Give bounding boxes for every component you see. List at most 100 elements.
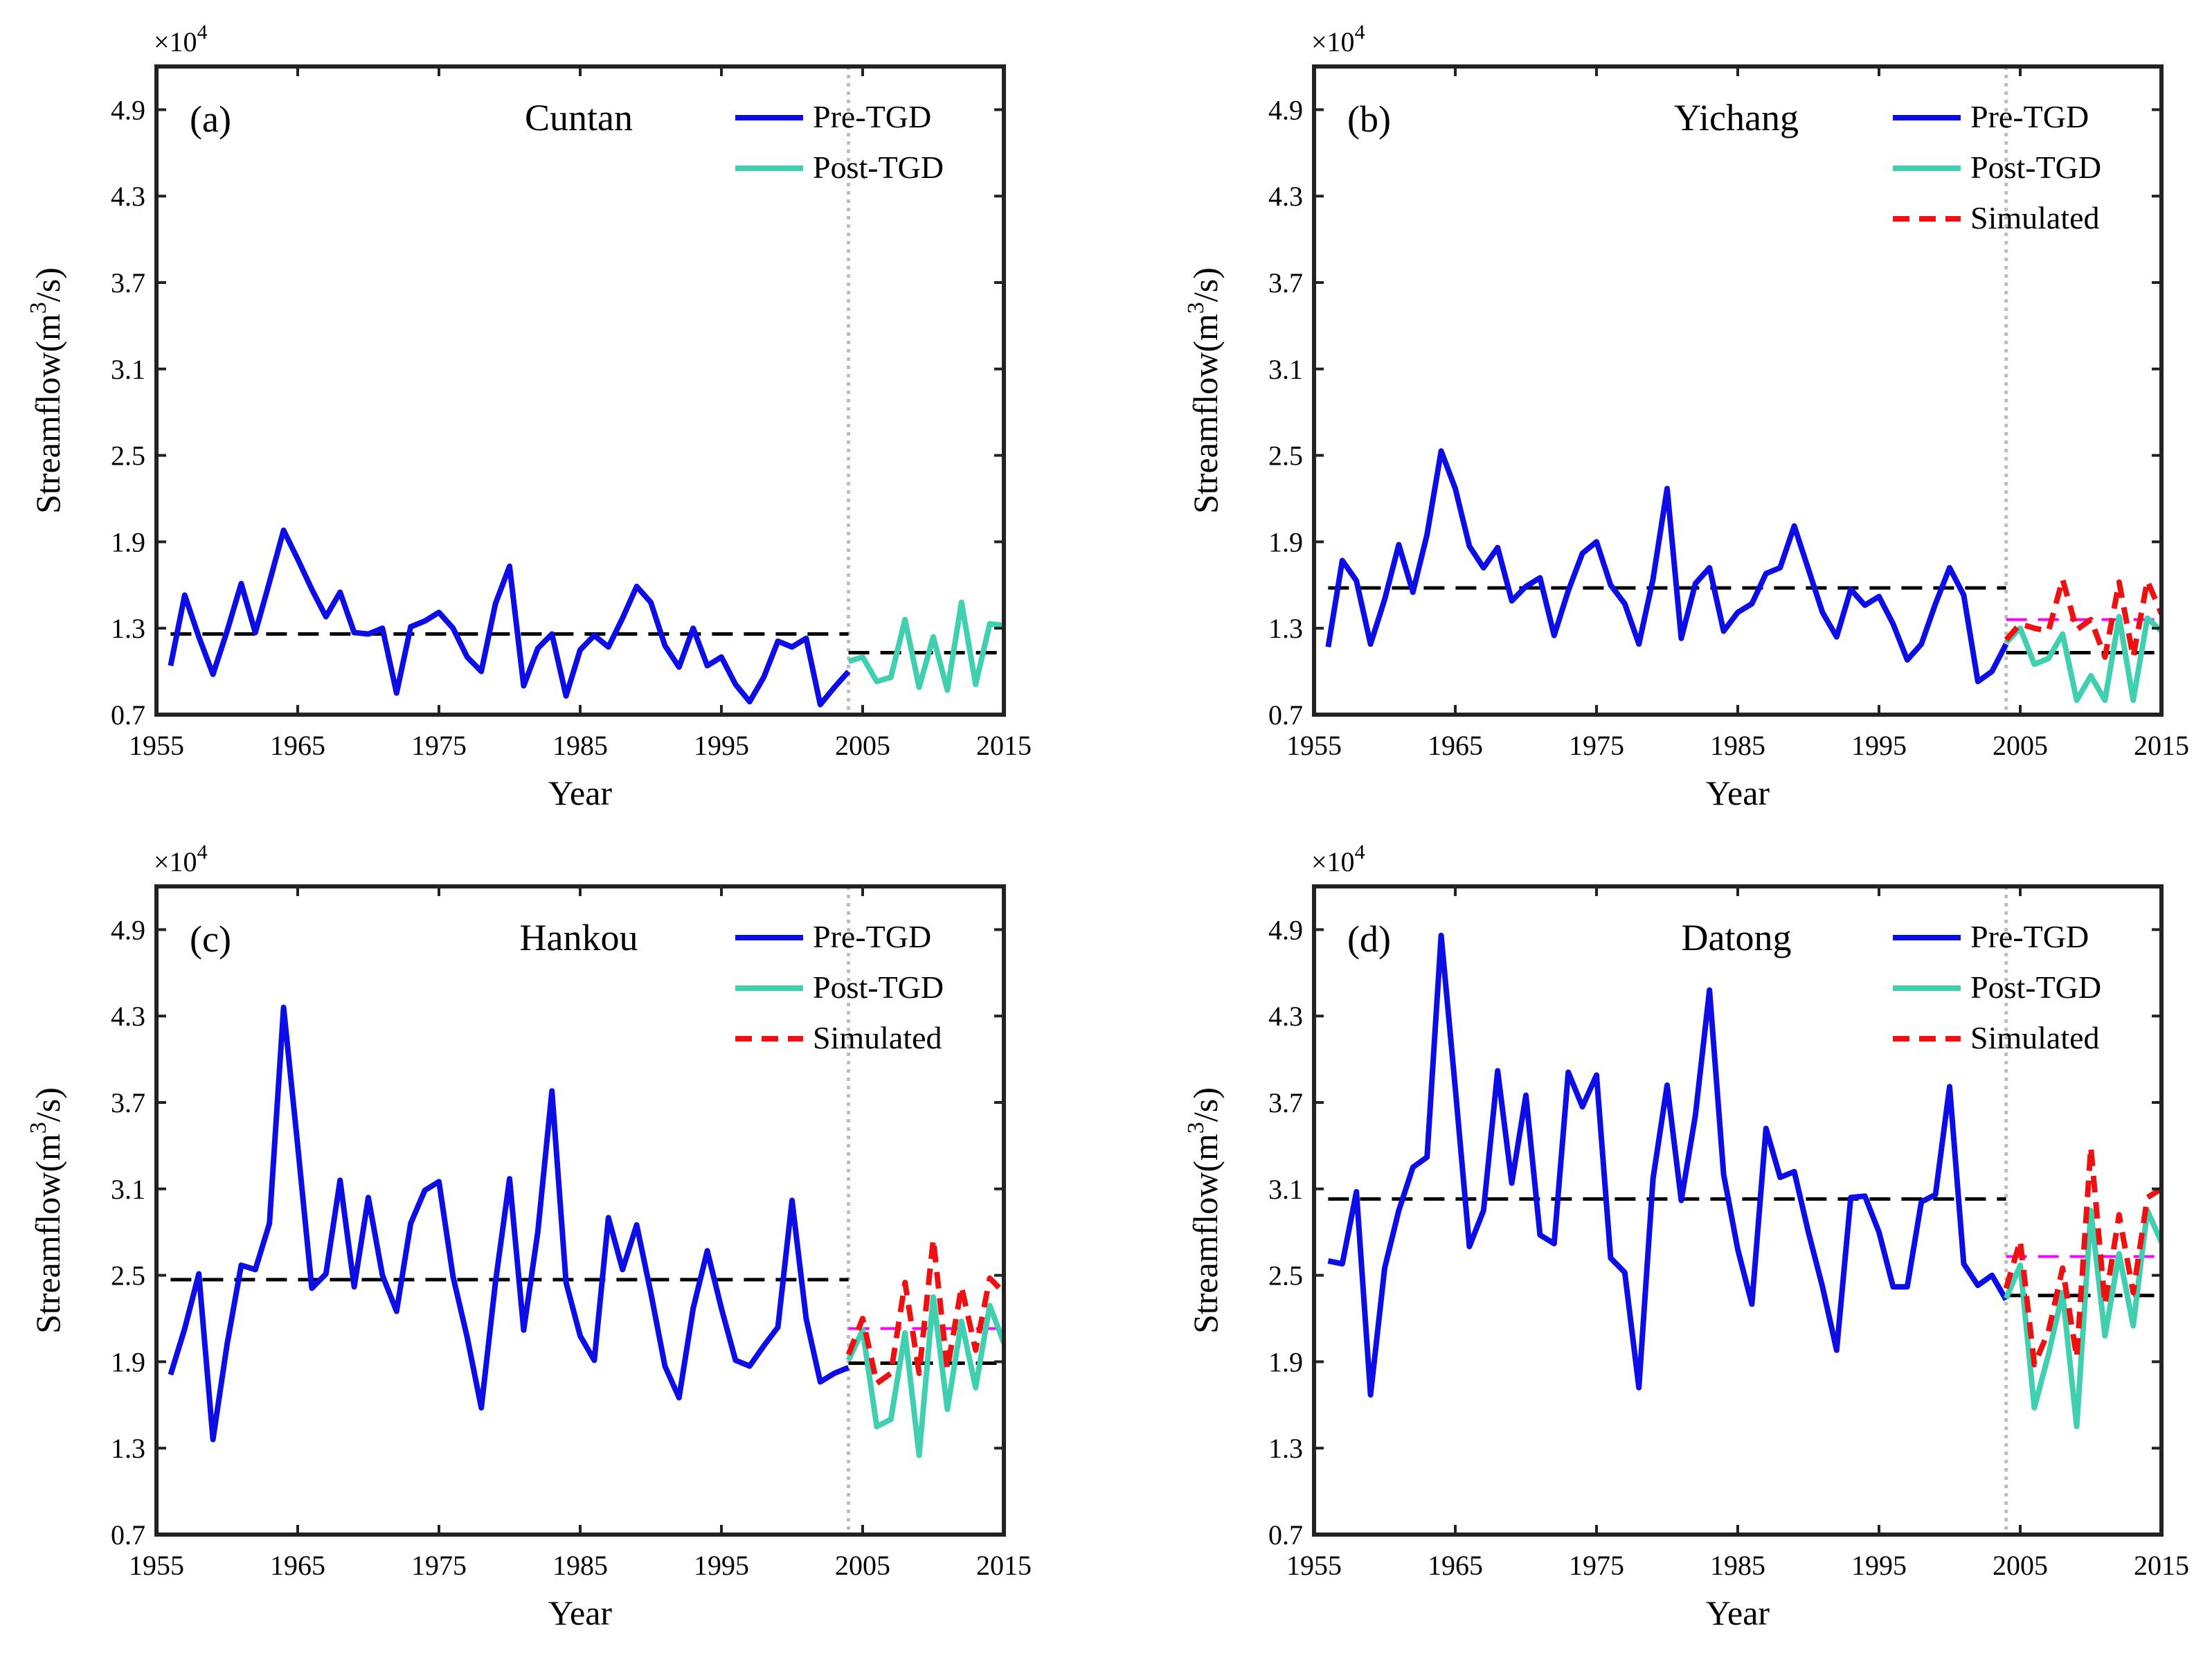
station-label: Cuntan: [525, 97, 633, 138]
panel-label: (c): [190, 918, 231, 960]
y-tick-label: 4.3: [1268, 1001, 1303, 1032]
x-tick-label: 1975: [1569, 1550, 1624, 1581]
y-multiplier: ×104: [1311, 21, 1365, 57]
series-pre-tgd: [168, 1004, 850, 1442]
x-tick-label: 2005: [835, 1550, 890, 1581]
x-tick-label: 2015: [976, 730, 1032, 761]
x-tick-label: 1965: [1428, 1550, 1483, 1581]
panel-label: (a): [190, 98, 231, 140]
x-tick-label: 1995: [694, 730, 749, 761]
x-tick-label: 1955: [1286, 1550, 1342, 1581]
y-tick-label: 0.7: [1268, 1519, 1303, 1551]
series-pre-tgd: [1325, 448, 2009, 685]
x-tick-label: 1965: [270, 730, 325, 761]
x-tick-label: 1965: [270, 1550, 325, 1581]
y-tick-label: 2.5: [1268, 1260, 1303, 1292]
x-tick-label: 1955: [1286, 730, 1342, 761]
legend-label-simulated: Simulated: [1970, 200, 2100, 235]
y-axis-label: Streamflow(m3/s): [1183, 1087, 1225, 1334]
series-simulated: [845, 1236, 1004, 1386]
y-axis-label-base: Streamflow(m: [28, 1134, 67, 1334]
plot-area: [1314, 886, 2161, 1535]
y-multiplier-base: ×10: [1311, 26, 1355, 57]
legend: Pre-TGD Post-TGD Simulated: [1893, 919, 2101, 1055]
y-multiplier-exponent: 4: [1355, 841, 1365, 864]
y-multiplier-exponent: 4: [1355, 21, 1365, 44]
x-tick-label: 1985: [1710, 730, 1765, 761]
y-multiplier-exponent: 4: [197, 21, 208, 44]
series-pre-tgd: [168, 527, 851, 708]
y-tick-label: 3.7: [1268, 1087, 1303, 1118]
legend-label-post-tgd: Post-TGD: [813, 970, 944, 1005]
legend-label-post-tgd: Post-TGD: [1970, 150, 2101, 185]
legend-label-pre-tgd: Pre-TGD: [1970, 919, 2089, 954]
y-tick-label: 3.7: [1268, 267, 1303, 298]
x-tick-label: 1955: [129, 730, 184, 761]
station-label: Hankou: [520, 917, 638, 958]
legend: Pre-TGD Post-TGD: [735, 99, 944, 185]
y-tick-label: 4.3: [111, 181, 145, 212]
x-tick-label: 2015: [976, 1550, 1032, 1581]
x-tick-label: 2005: [1993, 730, 2048, 761]
legend-label-pre-tgd: Pre-TGD: [1970, 99, 2089, 134]
y-tick-label: 3.1: [1268, 354, 1303, 385]
y-tick-label: 1.3: [1268, 613, 1303, 644]
legend-label-post-tgd: Post-TGD: [1970, 970, 2101, 1005]
series-simulated: [2004, 576, 2161, 660]
plot-area: [1314, 66, 2161, 715]
y-axis-label-tail: /s): [28, 267, 67, 302]
y-tick-label: 3.1: [111, 354, 145, 385]
y-axis-label-tail: /s): [1186, 267, 1225, 302]
y-tick-label: 4.9: [111, 94, 145, 125]
series-post-tgd: [847, 599, 1004, 693]
series-post-tgd: [2004, 614, 2161, 704]
y-multiplier-base: ×10: [154, 846, 197, 877]
y-tick-label: 1.9: [111, 1346, 145, 1377]
y-tick-label: 1.3: [111, 1433, 145, 1464]
legend-label-pre-tgd: Pre-TGD: [813, 919, 931, 954]
y-axis-label: Streamflow(m3/s): [26, 1087, 67, 1334]
y-axis-label-base: Streamflow(m: [28, 314, 67, 514]
y-tick-label: 2.5: [111, 440, 145, 472]
x-tick-label: 1995: [1851, 730, 1907, 761]
x-tick-label: 1985: [552, 730, 608, 761]
panel-label: (b): [1347, 98, 1391, 140]
plot-area: [156, 886, 1004, 1535]
x-tick-label: 2005: [1993, 1550, 2048, 1581]
legend-label-simulated: Simulated: [1970, 1020, 2100, 1055]
y-tick-label: 0.7: [1268, 699, 1303, 731]
y-tick-label: 2.5: [1268, 440, 1303, 472]
y-multiplier: ×104: [1311, 841, 1365, 877]
y-tick-label: 4.9: [111, 914, 145, 945]
x-axis-label: Year: [548, 774, 612, 812]
x-tick-label: 1955: [129, 1550, 184, 1581]
x-axis-label: Year: [1706, 1593, 1770, 1632]
legend: Pre-TGD Post-TGD Simulated: [735, 919, 944, 1055]
y-axis-label-tail: /s): [1186, 1087, 1225, 1122]
y-tick-label: 3.1: [111, 1174, 145, 1205]
y-axis-label-sup: 3: [26, 302, 51, 314]
series-post-tgd: [845, 1294, 1004, 1458]
x-tick-label: 1975: [411, 1550, 467, 1581]
plot-content: [1327, 886, 2161, 1535]
y-axis-label: Streamflow(m3/s): [26, 267, 67, 514]
panel-d: 1955 1965 1975 1985 1995 2005 2015 0.7 1.3 1.9 2.5…: [1183, 841, 2189, 1632]
y-axis-label: Streamflow(m3/s): [1183, 267, 1225, 514]
y-axis-label-sup: 3: [26, 1122, 51, 1134]
x-tick-label: 1995: [694, 1550, 749, 1581]
series-post-tgd: [2003, 1208, 2161, 1429]
x-tick-label: 1995: [1851, 1550, 1907, 1581]
plot-content: [168, 886, 1004, 1535]
y-tick-label: 4.3: [111, 1001, 145, 1032]
panel-label: (d): [1347, 918, 1391, 960]
plot-content: [1325, 66, 2161, 715]
y-tick-label: 1.9: [111, 526, 145, 557]
x-tick-label: 1985: [552, 1550, 608, 1581]
plot-content: [168, 66, 1004, 715]
x-tick-label: 2015: [2134, 1550, 2189, 1581]
y-tick-label: 4.9: [1268, 914, 1303, 945]
x-axis-label: Year: [1706, 774, 1770, 812]
x-tick-label: 1965: [1428, 730, 1483, 761]
panel-c: 1955 1965 1975 1985 1995 2005 2015 0.7 1.3 1.9 2.5…: [26, 841, 1032, 1632]
